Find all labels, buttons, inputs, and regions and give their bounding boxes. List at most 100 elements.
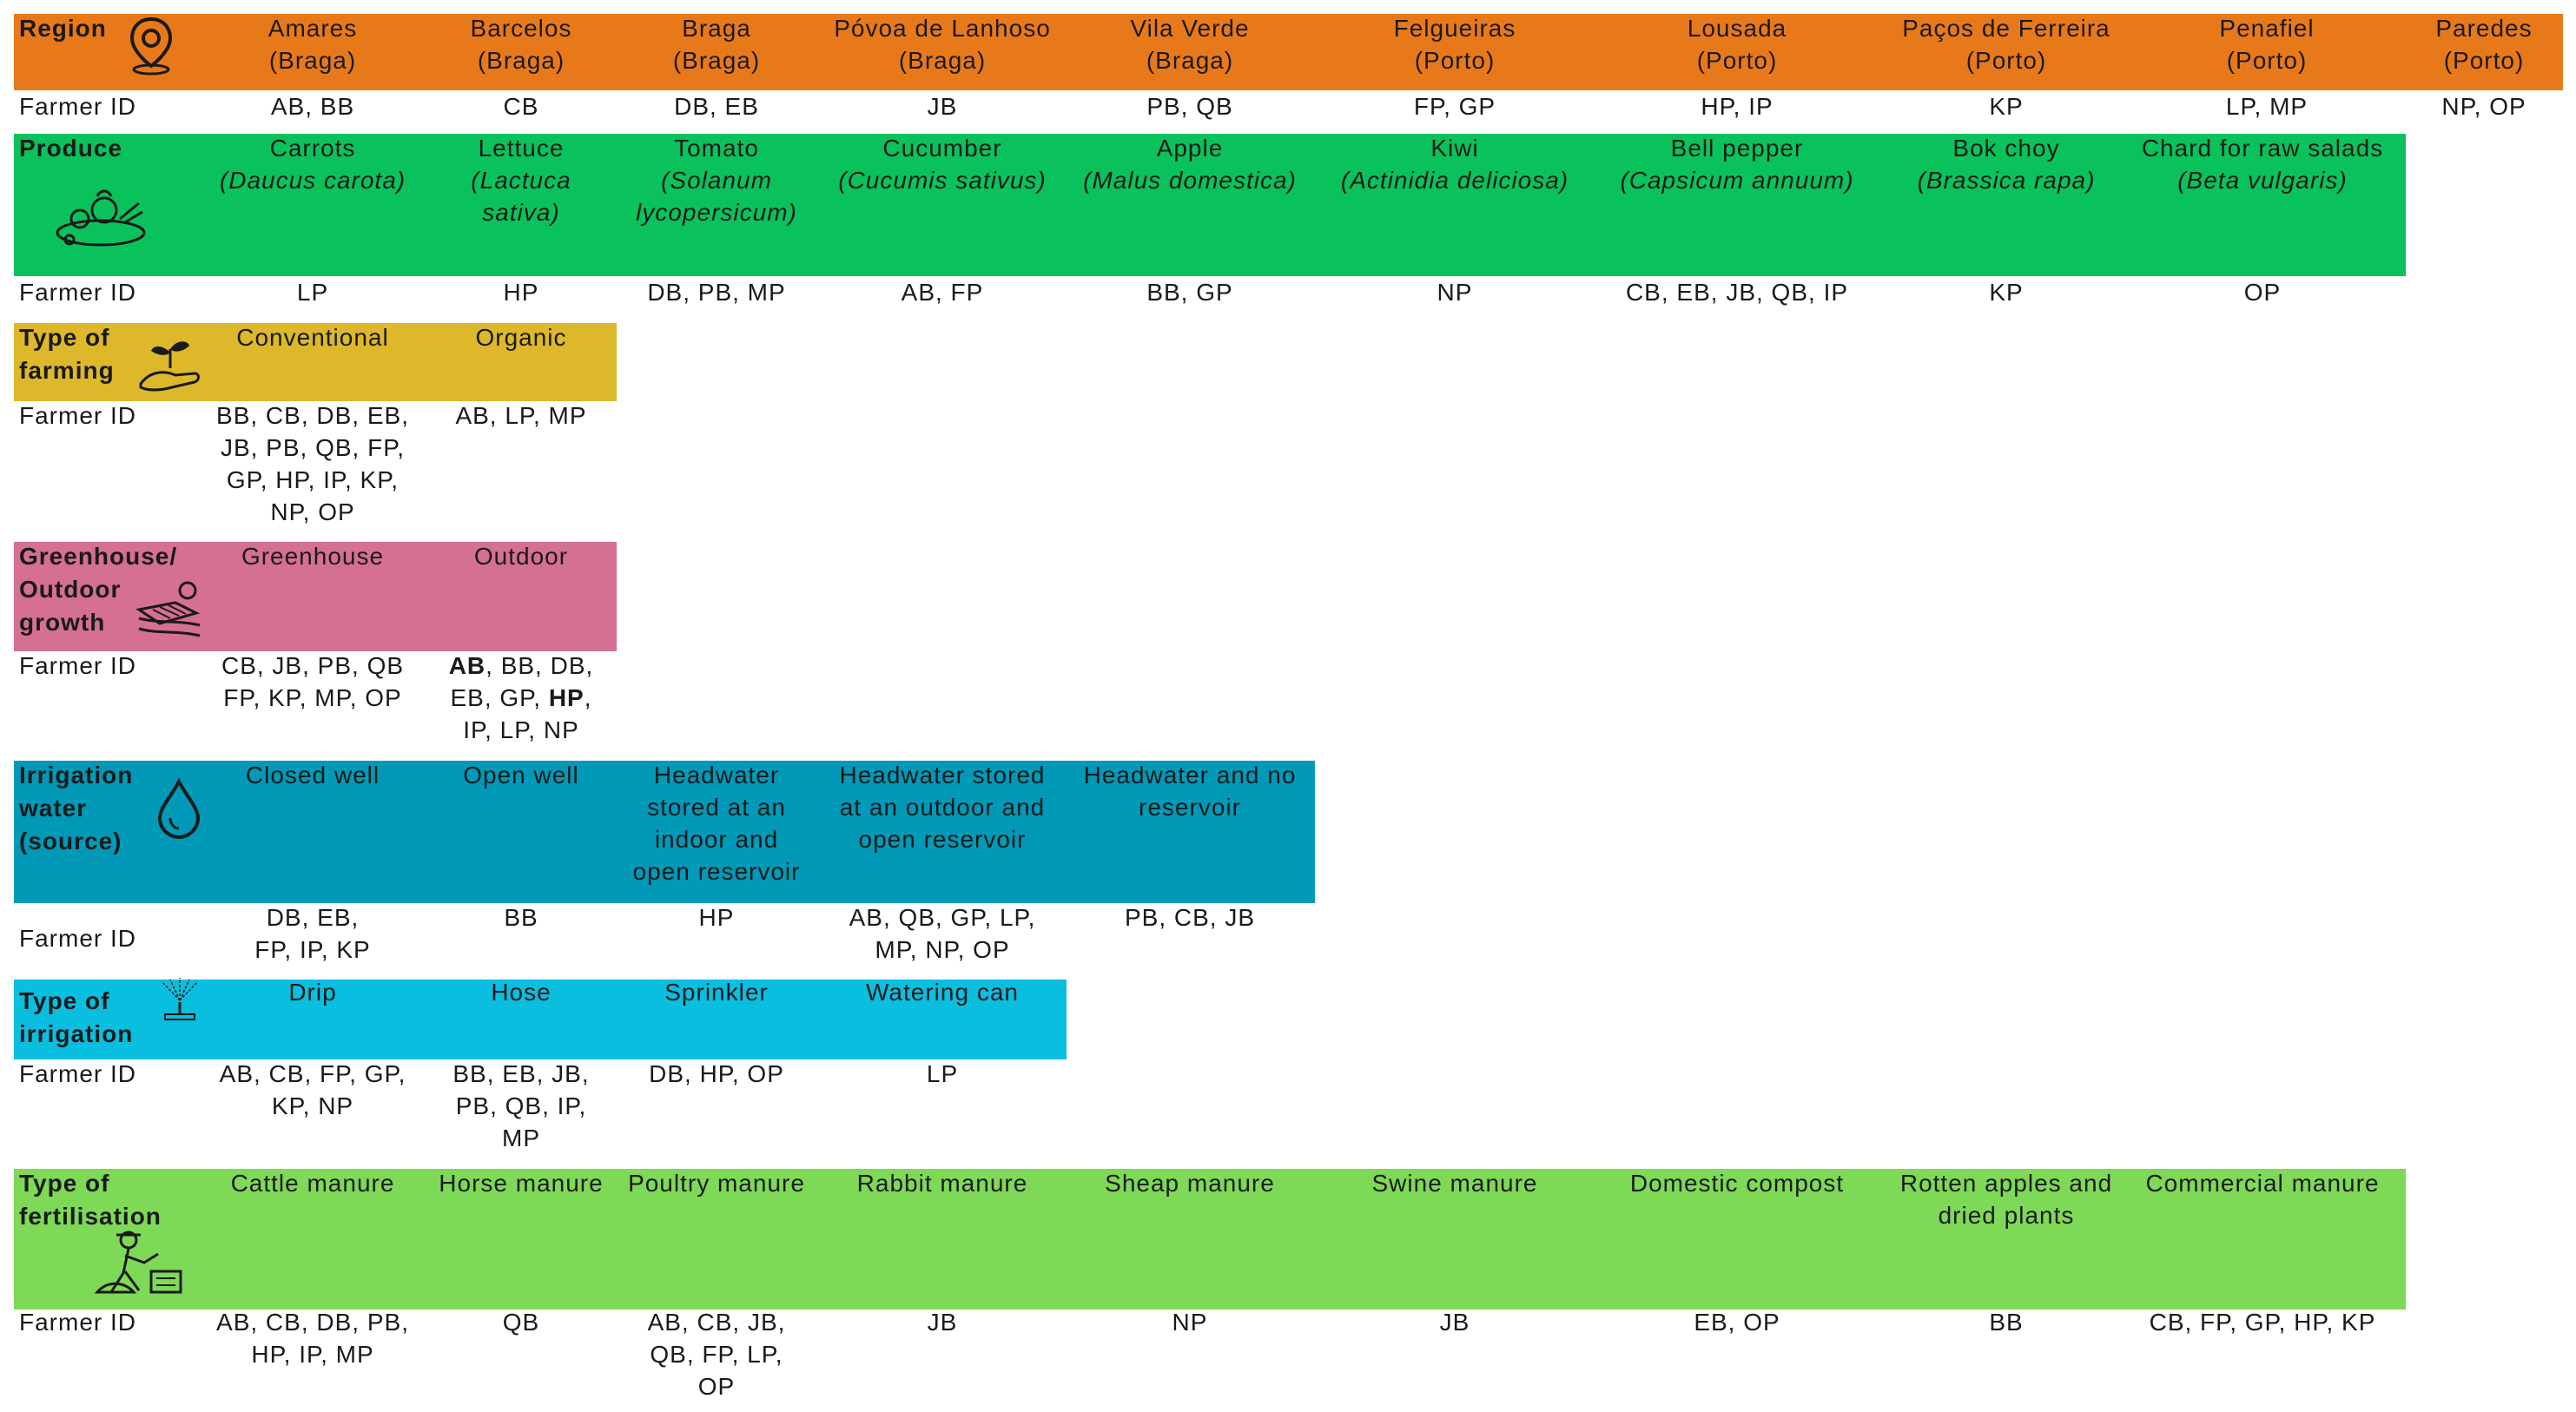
water-col-open-well: Open well [463, 762, 579, 788]
produce-band [14, 134, 2406, 276]
region-name: Felgueiras [1393, 15, 1516, 42]
fertilisation-col-rotten-apples: Rotten apples and dried plants [1876, 1167, 2137, 1231]
farmer-id-text: , BB, DB, [485, 652, 594, 679]
produce-col-tomato: Tomato (Solanum lycopersicum) [617, 132, 816, 228]
irrigation-header: Type of irrigation [19, 985, 133, 1051]
farmer-id-line: BB, CB, DB, EB, [216, 402, 409, 429]
produce-name: Bok choy [1952, 135, 2060, 162]
produce-name: Kiwi [1430, 135, 1479, 162]
farmer-compost-icon [90, 1228, 188, 1305]
region-header: Region [19, 15, 107, 42]
produce-name: Bell pepper [1670, 135, 1804, 162]
region-district: (Braga) [672, 47, 761, 74]
farmer-id-cell: LP [296, 279, 329, 306]
water-col-outdoor-reservoir: Headwater stored at an outdoor and open re… [816, 759, 1068, 855]
irrigation-col-sprinkler: Sprinkler [664, 979, 769, 1006]
farmer-id-cell: BB [1989, 1309, 2024, 1336]
header-line: Headwater and no [1083, 762, 1297, 788]
farmer-id-cell: OP [2243, 279, 2282, 306]
farmer-id-cell: PB, CB, JB [1124, 904, 1256, 931]
region-col-penafiel: Penafiel (Porto) [2137, 12, 2397, 76]
region-district: (Porto) [2226, 47, 2308, 74]
farmer-id-cell: LP [926, 1060, 959, 1087]
farmer-id-line: EB, GP, HP, [417, 682, 625, 714]
region-district: (Porto) [2443, 47, 2525, 74]
produce-name: Chard for raw salads [2141, 135, 2384, 162]
farmer-id-cell: PB, QB [1146, 93, 1233, 120]
produce-latin: lycopersicum) [636, 199, 797, 226]
header-line: Headwater stored [839, 762, 1046, 788]
fertilisation-header: Type of fertilisation [19, 1167, 162, 1233]
produce-name: Carrots [269, 135, 356, 162]
produce-col-lettuce: Lettuce (Lactuca sativa) [434, 132, 608, 228]
produce-latin: (Actinidia deliciosa) [1340, 167, 1569, 194]
farmer-id-cell: AB, BB [270, 93, 355, 120]
water-col-no-reservoir: Headwater and no reservoir [1064, 759, 1316, 823]
farmer-id-cell: CB, EB, JB, QB, IP [1625, 279, 1849, 306]
produce-col-cucumber: Cucumber (Cucumis sativus) [816, 132, 1068, 196]
region-col-braga: Braga (Braga) [617, 12, 816, 76]
farmer-id-cell: LP, MP [2225, 93, 2308, 120]
location-pin-icon [127, 16, 175, 81]
farmer-id-cell: FP, GP [1413, 93, 1496, 120]
region-name: Braga [682, 15, 751, 42]
farmer-id-cell: AB, FP [901, 279, 984, 306]
water-col-closed-well: Closed well [245, 762, 380, 788]
region-district: (Braga) [477, 47, 565, 74]
sprinkler-icon [153, 976, 207, 1026]
region-district: (Porto) [1696, 47, 1778, 74]
farmer-id-cell: CB [503, 93, 539, 120]
region-name: Penafiel [2219, 15, 2315, 42]
fertilisation-col-sheap: Sheap manure [1105, 1170, 1275, 1197]
header-line: Rotten apples and [1899, 1170, 2113, 1197]
water-drop-icon [155, 777, 203, 845]
farmer-id-line: CB, JB, PB, QB [221, 652, 405, 679]
produce-name: Tomato [674, 135, 759, 162]
produce-col-bell-pepper: Bell pepper (Capsicum annuum) [1602, 132, 1872, 196]
region-col-amares: Amares (Braga) [208, 12, 417, 76]
farmer-id-line: MP, NP, OP [875, 936, 1010, 963]
farmer-id-line: DB, EB, [266, 904, 360, 931]
farmer-id-cell: AB, LP, MP [455, 402, 587, 429]
produce-col-apple: Apple (Malus domestica) [1068, 132, 1311, 196]
header-line: dried plants [1938, 1202, 2075, 1229]
farmer-id-cell: AB, CB, FP, GP, KP, NP [200, 1058, 426, 1122]
farmer-id-cell: NP [1172, 1309, 1208, 1336]
produce-name: Cucumber [882, 135, 1002, 162]
farmer-id-cell: AB, QB, GP, LP, MP, NP, OP [816, 901, 1068, 966]
farmer-id-cell: HP [503, 279, 539, 306]
farmer-id-cell: QB [502, 1309, 540, 1336]
fertilisation-col-rabbit: Rabbit manure [856, 1170, 1028, 1197]
produce-header: Produce [19, 135, 123, 162]
farmer-id-line: FP, KP, MP, OP [223, 684, 402, 711]
water-header: Irrigation water (source) [19, 759, 133, 858]
region-district: (Porto) [1414, 47, 1496, 74]
farmer-id-cell: BB, CB, DB, EB, JB, PB, QB, FP, GP, HP, IP… [200, 399, 426, 528]
fertilisation-col-poultry: Poultry manure [628, 1170, 805, 1197]
farming-col-organic: Organic [475, 324, 567, 351]
header-line: reservoir [1139, 794, 1241, 821]
produce-latin: (Daucus carota) [219, 167, 406, 194]
farmer-id-line: AB, CB, JB, [647, 1309, 786, 1336]
farmer-id-line: GP, HP, IP, KP, [226, 466, 400, 493]
farmer-id-line: FP, IP, KP [254, 936, 371, 963]
farmer-id-text: EB, GP, [450, 684, 549, 711]
fertilisation-band [14, 1169, 2406, 1310]
produce-latin: (Beta vulgaris) [2177, 167, 2348, 194]
farmer-id-cell: AB, CB, JB, QB, FP, LP, OP [612, 1306, 821, 1402]
fertilisation-col-commercial: Commercial manure [2145, 1170, 2380, 1197]
region-band [14, 14, 2563, 90]
farmer-id-text: , [584, 684, 592, 711]
growth-band [14, 542, 617, 651]
region-district: (Braga) [1146, 47, 1234, 74]
header-line: farming [19, 357, 115, 384]
fertilisation-col-domestic-compost: Domestic compost [1629, 1170, 1845, 1197]
fertilisation-col-horse: Horse manure [439, 1170, 604, 1197]
header-line: stored at an [647, 794, 786, 821]
farmer-id-bold: AB [448, 652, 486, 679]
farmer-id-cell: NP [1437, 279, 1473, 306]
farmer-id-line: MP [502, 1125, 540, 1151]
header-line: (source) [19, 828, 122, 854]
growth-header: Greenhouse/Outdoor growth [19, 540, 177, 639]
header-line: Irrigation [19, 762, 134, 788]
